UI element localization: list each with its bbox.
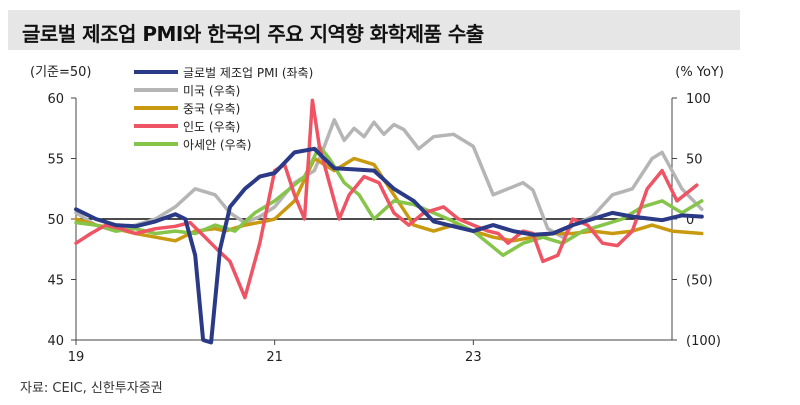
legend-label-us: 미국 (우축) xyxy=(183,84,240,98)
legend-label-asean: 아세안 (우축) xyxy=(183,138,251,152)
y-left-tick-label: 45 xyxy=(47,274,64,289)
legend-label-india: 인도 (우축) xyxy=(183,120,240,134)
legend-label-china: 중국 (우축) xyxy=(183,102,240,116)
x-tick-label: 21 xyxy=(266,350,283,365)
series-line-pmi xyxy=(74,146,704,345)
y-right-unit: (% YoY) xyxy=(675,65,724,80)
series-lines xyxy=(74,98,704,345)
legend: 글로벌 제조업 PMI (좌축) 미국 (우축) 중국 (우축) 인도 (우축) 아세안… xyxy=(134,66,313,152)
y-left-tick-label: 55 xyxy=(47,153,64,168)
y-left-tick-label: 40 xyxy=(47,334,64,349)
y-left-tick-label: 60 xyxy=(47,92,64,107)
y-right-tick-label: (50) xyxy=(686,274,713,289)
legend-label-pmi: 글로벌 제조업 PMI (좌축) xyxy=(183,66,313,80)
source-note: 자료: CEIC, 신한투자증권 xyxy=(20,381,163,396)
y-right-tick-label: 0 xyxy=(686,213,694,228)
chart-title: 글로벌 제조업 PMI와 한국의 주요 지역향 화학제품 수출 xyxy=(22,22,484,46)
y-right-tick-label: 50 xyxy=(686,153,703,168)
title-bar xyxy=(8,10,740,50)
y-right-tick-label: (100) xyxy=(686,334,721,349)
y-right-tick-label: 100 xyxy=(686,92,711,107)
y-left-tick-label: 50 xyxy=(47,213,64,228)
x-tick-label: 23 xyxy=(465,350,482,365)
y-left-unit: (기준=50) xyxy=(30,65,92,80)
x-tick-label: 19 xyxy=(68,350,85,365)
